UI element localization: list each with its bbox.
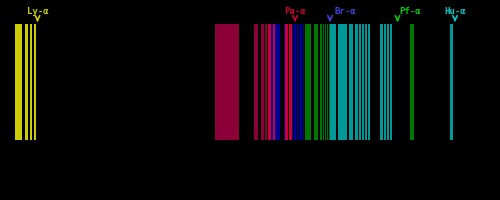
Bar	[301, 24, 302, 140]
Bar	[254, 24, 258, 140]
Bar	[294, 24, 296, 140]
Bar	[284, 24, 288, 140]
Bar	[314, 24, 318, 140]
Bar	[30, 24, 32, 140]
Bar	[297, 24, 298, 140]
Bar	[364, 24, 366, 140]
Text: Hu-α: Hu-α	[444, 7, 466, 16]
Bar	[380, 24, 383, 140]
Bar	[302, 24, 304, 140]
Bar	[289, 24, 292, 140]
Bar	[290, 24, 292, 140]
Bar	[328, 24, 330, 140]
Bar	[384, 24, 386, 140]
Text: Pa-α: Pa-α	[284, 7, 306, 16]
Bar	[362, 24, 364, 140]
Bar	[355, 24, 358, 140]
Bar	[15, 24, 22, 140]
Bar	[410, 24, 414, 140]
Bar	[305, 24, 311, 140]
Bar	[261, 24, 264, 140]
Bar	[272, 24, 275, 140]
Bar	[349, 24, 353, 140]
Bar	[25, 24, 28, 140]
Text: Pf-α: Pf-α	[399, 7, 421, 16]
Bar	[450, 24, 453, 140]
Bar	[285, 24, 288, 140]
Bar	[338, 24, 347, 140]
Bar	[322, 24, 324, 140]
Bar	[265, 24, 267, 140]
Bar	[34, 24, 36, 140]
Bar	[369, 24, 370, 140]
Bar	[366, 24, 367, 140]
Bar	[320, 24, 322, 140]
Bar	[330, 24, 336, 140]
Bar	[359, 24, 361, 140]
Bar	[268, 24, 270, 140]
Bar	[215, 24, 239, 140]
Bar	[271, 24, 280, 140]
Bar	[391, 24, 392, 140]
Bar	[327, 24, 328, 140]
Text: Br-α: Br-α	[334, 7, 356, 16]
Text: Ly-α: Ly-α	[27, 7, 48, 16]
Bar	[387, 24, 388, 140]
Bar	[268, 24, 270, 140]
Bar	[325, 24, 326, 140]
